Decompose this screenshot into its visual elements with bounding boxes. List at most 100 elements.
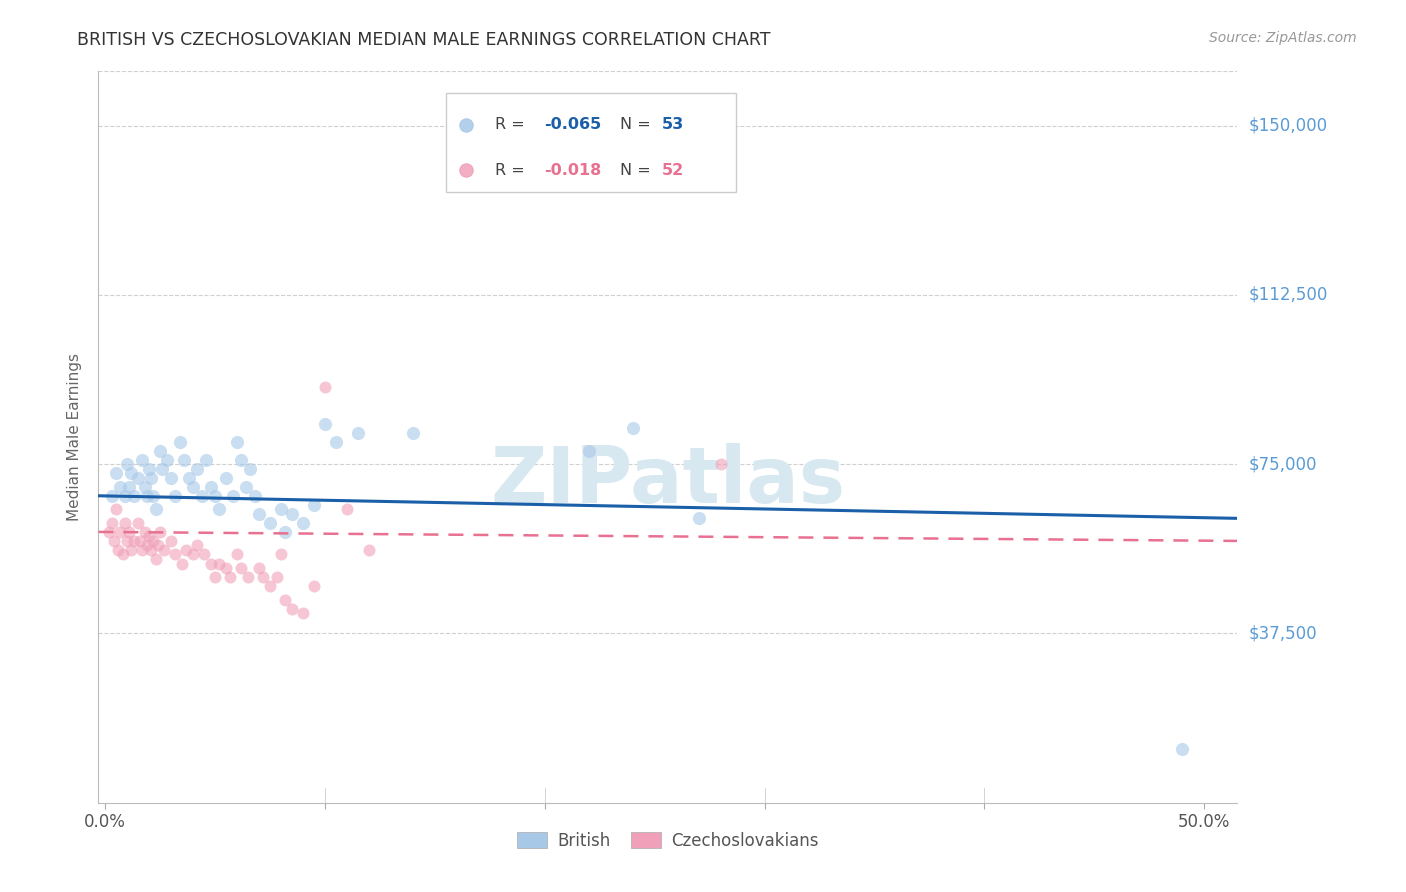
- Point: [114, 516, 136, 530]
- Point: [98, 524, 121, 539]
- Point: [165, 548, 187, 562]
- Point: [149, 443, 172, 458]
- Point: [105, 466, 128, 480]
- Point: [115, 457, 138, 471]
- Point: [141, 471, 163, 485]
- Point: [110, 480, 132, 494]
- Point: [131, 543, 153, 558]
- Point: [259, 579, 281, 593]
- Point: [208, 557, 231, 571]
- Text: R =: R =: [495, 117, 530, 132]
- Point: [215, 561, 238, 575]
- Point: [621, 421, 644, 435]
- Text: 52: 52: [662, 162, 685, 178]
- Point: [231, 452, 253, 467]
- Point: [200, 480, 222, 494]
- Point: [127, 516, 149, 530]
- Point: [266, 570, 288, 584]
- Point: [177, 471, 200, 485]
- Point: [710, 457, 733, 471]
- Text: N =: N =: [620, 117, 655, 132]
- Point: [186, 461, 208, 475]
- Point: [200, 557, 222, 571]
- Point: [281, 507, 304, 521]
- Point: [270, 502, 292, 516]
- Point: [115, 533, 138, 548]
- Text: -0.065: -0.065: [544, 117, 600, 132]
- Point: [120, 543, 142, 558]
- Point: [186, 538, 208, 552]
- Point: [120, 466, 142, 480]
- Point: [195, 452, 218, 467]
- Point: [231, 561, 253, 575]
- Point: [208, 502, 231, 516]
- Point: [243, 489, 266, 503]
- Point: [153, 543, 176, 558]
- Point: [142, 533, 165, 548]
- Point: [190, 489, 212, 503]
- Point: [302, 579, 325, 593]
- Point: [165, 489, 187, 503]
- Text: BRITISH VS CZECHOSLOVAKIAN MEDIAN MALE EARNINGS CORRELATION CHART: BRITISH VS CZECHOSLOVAKIAN MEDIAN MALE E…: [77, 31, 770, 49]
- Point: [114, 489, 136, 503]
- Point: [169, 434, 191, 449]
- Point: [336, 502, 359, 516]
- Point: [578, 443, 600, 458]
- Point: [204, 489, 226, 503]
- Point: [135, 538, 157, 552]
- Point: [142, 489, 165, 503]
- Point: [193, 548, 215, 562]
- Point: [105, 502, 128, 516]
- Point: [1171, 741, 1194, 756]
- Text: $37,500: $37,500: [1249, 624, 1317, 642]
- Point: [291, 516, 314, 530]
- Point: [134, 524, 156, 539]
- Point: [204, 570, 226, 584]
- Point: [259, 516, 281, 530]
- Point: [247, 507, 270, 521]
- Point: [173, 452, 195, 467]
- Point: [226, 434, 249, 449]
- Point: [181, 480, 204, 494]
- Point: [131, 452, 153, 467]
- Point: [155, 452, 177, 467]
- Point: [688, 511, 710, 525]
- Point: [804, 796, 827, 810]
- Point: [122, 489, 145, 503]
- Point: [145, 552, 167, 566]
- Point: [138, 529, 160, 543]
- Point: [226, 548, 249, 562]
- Text: 53: 53: [662, 117, 685, 132]
- Point: [347, 425, 370, 440]
- Point: [181, 548, 204, 562]
- Point: [141, 543, 163, 558]
- Point: [107, 543, 129, 558]
- Point: [402, 425, 425, 440]
- Y-axis label: Median Male Earnings: Median Male Earnings: [67, 353, 83, 521]
- Point: [100, 489, 122, 503]
- Point: [291, 606, 314, 620]
- Point: [236, 570, 259, 584]
- Point: [804, 796, 827, 810]
- Point: [325, 434, 347, 449]
- Point: [118, 480, 141, 494]
- Text: -0.018: -0.018: [544, 162, 600, 178]
- Point: [270, 548, 292, 562]
- Point: [110, 524, 132, 539]
- Point: [302, 498, 325, 512]
- Point: [118, 524, 141, 539]
- Text: $112,500: $112,500: [1249, 285, 1327, 304]
- Text: N =: N =: [620, 162, 655, 178]
- Point: [235, 480, 257, 494]
- Point: [215, 471, 238, 485]
- Point: [314, 417, 336, 431]
- Point: [239, 461, 262, 475]
- Point: [274, 524, 297, 539]
- Point: [281, 601, 304, 615]
- Point: [176, 543, 198, 558]
- Point: [160, 533, 183, 548]
- Text: $75,000: $75,000: [1249, 455, 1317, 473]
- Point: [219, 570, 242, 584]
- Point: [357, 543, 380, 558]
- Point: [111, 548, 134, 562]
